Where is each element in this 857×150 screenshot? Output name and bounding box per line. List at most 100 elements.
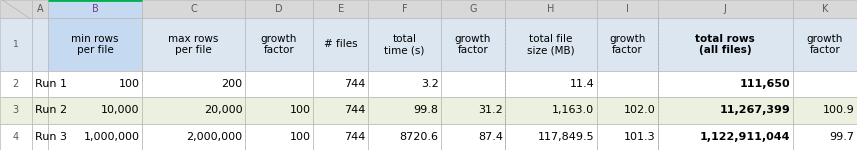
Text: 200: 200	[222, 79, 243, 89]
Bar	[369, 97, 440, 124]
Bar	[657, 124, 793, 150]
Text: 111,650: 111,650	[740, 79, 790, 89]
Text: total file
size (MB): total file size (MB)	[527, 34, 575, 55]
Text: 100: 100	[118, 79, 140, 89]
Bar	[369, 124, 440, 150]
Bar	[369, 0, 440, 18]
Bar	[596, 18, 657, 71]
Bar	[440, 0, 506, 18]
Bar	[313, 0, 369, 18]
Text: 10,000: 10,000	[101, 105, 140, 115]
Bar	[245, 18, 313, 71]
Bar	[0, 71, 32, 97]
Text: 4: 4	[13, 132, 19, 142]
Text: D: D	[275, 4, 283, 14]
Bar	[142, 18, 245, 71]
Bar	[506, 0, 596, 18]
Bar	[245, 97, 313, 124]
Text: 3: 3	[13, 105, 19, 115]
Text: 11,267,399: 11,267,399	[719, 105, 790, 115]
Text: I: I	[626, 4, 629, 14]
Bar	[369, 71, 440, 97]
Bar	[369, 18, 440, 71]
Bar	[313, 18, 369, 71]
Text: 31.2: 31.2	[478, 105, 503, 115]
Text: growth
factor: growth factor	[806, 34, 843, 55]
Text: Run 3: Run 3	[35, 132, 67, 142]
Text: 11.4: 11.4	[570, 79, 595, 89]
Bar	[657, 71, 793, 97]
Bar	[657, 0, 793, 18]
Text: 1: 1	[13, 40, 19, 49]
Bar	[793, 71, 857, 97]
Text: 100: 100	[290, 105, 311, 115]
Bar	[48, 97, 142, 124]
Bar	[596, 97, 657, 124]
Bar	[596, 71, 657, 97]
Bar	[793, 0, 857, 18]
Bar	[245, 71, 313, 97]
Text: max rows
per file: max rows per file	[168, 34, 219, 55]
Text: 8720.6: 8720.6	[399, 132, 439, 142]
Text: Run 1: Run 1	[35, 79, 67, 89]
Text: 20,000: 20,000	[204, 105, 243, 115]
Bar	[596, 124, 657, 150]
Bar	[0, 124, 32, 150]
Bar	[245, 0, 313, 18]
Bar	[440, 18, 506, 71]
Bar	[440, 71, 506, 97]
Text: 744: 744	[345, 132, 366, 142]
Bar	[32, 0, 48, 18]
Text: F: F	[402, 4, 407, 14]
Bar	[142, 124, 245, 150]
Bar	[793, 18, 857, 71]
Text: G: G	[470, 4, 476, 14]
Bar	[32, 97, 48, 124]
Text: K: K	[822, 4, 828, 14]
Bar	[313, 71, 369, 97]
Bar	[48, 0, 142, 18]
Text: # files: # files	[324, 39, 357, 49]
Text: H: H	[548, 4, 554, 14]
Text: 3.2: 3.2	[421, 79, 439, 89]
Bar	[0, 18, 32, 71]
Bar	[313, 97, 369, 124]
Bar	[245, 124, 313, 150]
Text: J: J	[723, 4, 727, 14]
Text: E: E	[338, 4, 344, 14]
Text: 100.9: 100.9	[823, 105, 854, 115]
Bar	[48, 124, 142, 150]
Bar	[32, 71, 48, 97]
Bar	[48, 18, 142, 71]
Text: 1,000,000: 1,000,000	[83, 132, 140, 142]
Bar	[142, 97, 245, 124]
Text: 100: 100	[290, 132, 311, 142]
Bar	[506, 18, 596, 71]
Bar	[596, 0, 657, 18]
Text: total
time (s): total time (s)	[384, 34, 425, 55]
Bar	[440, 124, 506, 150]
Text: growth
factor: growth factor	[455, 34, 491, 55]
Bar	[506, 97, 596, 124]
Text: growth
factor: growth factor	[261, 34, 297, 55]
Text: 1,122,911,044: 1,122,911,044	[699, 132, 790, 142]
Bar	[793, 97, 857, 124]
Text: 117,849.5: 117,849.5	[537, 132, 595, 142]
Bar	[0, 0, 32, 18]
Text: 744: 744	[345, 79, 366, 89]
Bar	[142, 0, 245, 18]
Bar	[32, 18, 48, 71]
Text: 1,163.0: 1,163.0	[552, 105, 595, 115]
Bar	[657, 18, 793, 71]
Bar	[506, 71, 596, 97]
Text: 101.3: 101.3	[624, 132, 656, 142]
Bar	[32, 124, 48, 150]
Text: A: A	[37, 4, 43, 14]
Bar	[142, 71, 245, 97]
Text: 87.4: 87.4	[478, 132, 503, 142]
Text: 99.8: 99.8	[413, 105, 439, 115]
Bar	[657, 97, 793, 124]
Bar	[506, 124, 596, 150]
Text: C: C	[190, 4, 197, 14]
Text: growth
factor: growth factor	[609, 34, 645, 55]
